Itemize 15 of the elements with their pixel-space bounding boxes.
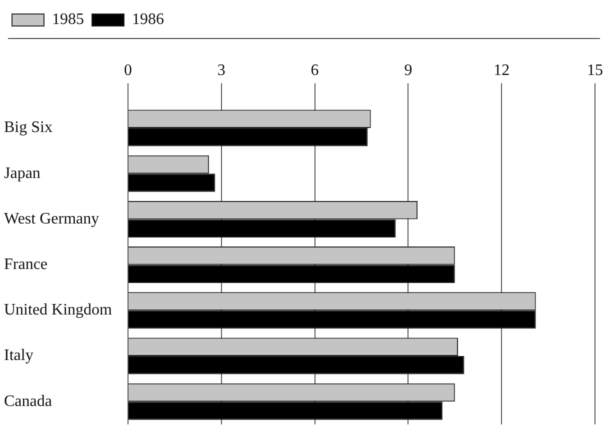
y-tick-label: Japan	[4, 164, 40, 182]
x-tick-label: 6	[310, 62, 319, 79]
x-tick-label: 15	[587, 62, 603, 79]
y-tick-label: Italy	[4, 347, 34, 364]
legend-label: 1986	[132, 11, 164, 28]
y-tick-label: United Kingdom	[4, 302, 113, 319]
x-tick-label: 12	[494, 62, 510, 79]
y-tick-label: Canada	[4, 392, 52, 410]
x-tick-label: 9	[404, 62, 412, 79]
y-tick-label: West Germany	[4, 210, 100, 228]
y-tick-label: Big Six	[4, 119, 52, 136]
x-tick-label: 0	[124, 62, 132, 79]
y-tick-label: France	[4, 256, 48, 274]
x-tick-label: 3	[217, 62, 226, 79]
legend-label: 1985	[52, 11, 84, 28]
